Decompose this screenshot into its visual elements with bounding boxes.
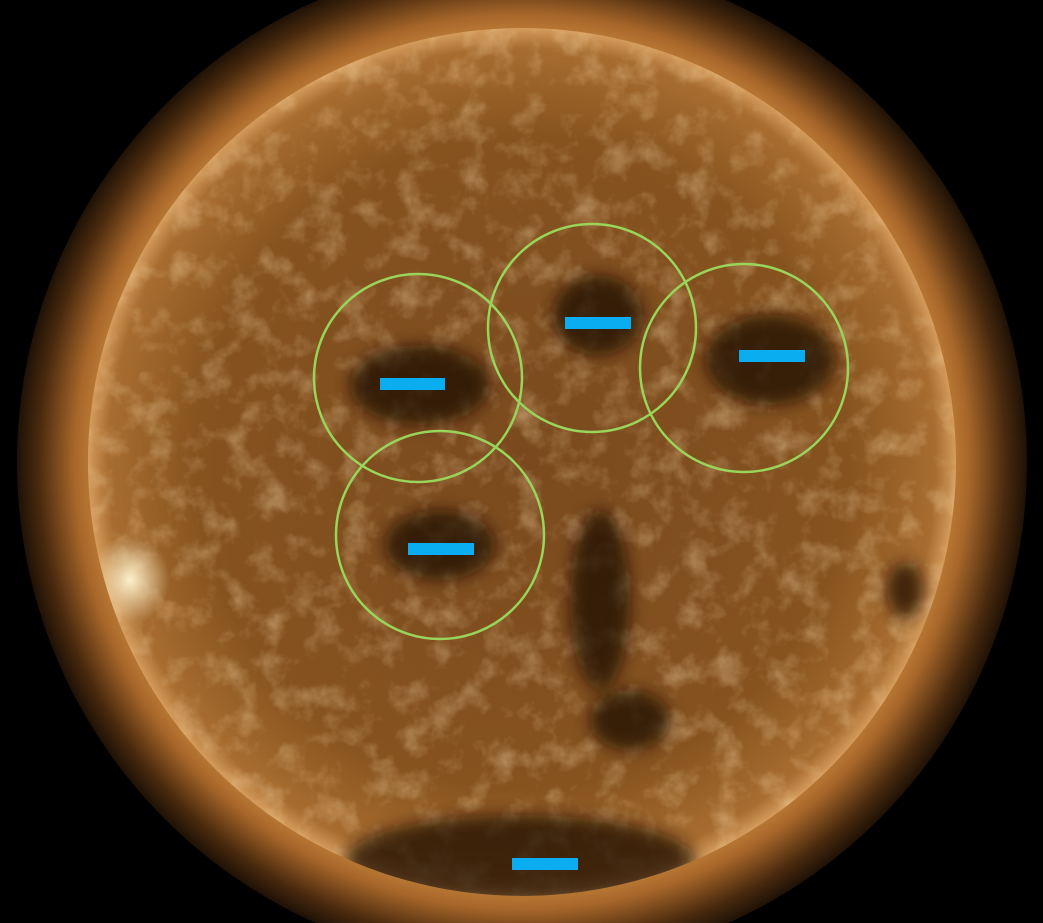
circle [638,262,850,474]
bar [739,350,805,362]
highlight-circles [312,222,850,641]
circle [312,272,524,484]
bar [380,378,445,390]
bar [512,858,578,870]
redaction-bars [380,317,805,870]
bar [565,317,631,329]
circle [486,222,698,434]
texture [88,28,956,896]
bar [408,543,474,555]
surface-texture [88,28,956,896]
circle [334,429,546,641]
